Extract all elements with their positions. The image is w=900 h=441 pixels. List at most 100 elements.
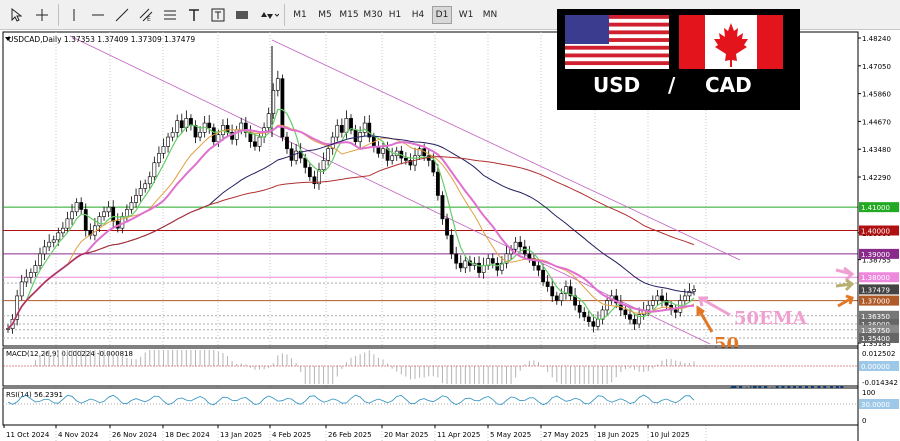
price-axis-label: 1.48240 [862,35,891,43]
candle-body [545,281,550,287]
svg-text:E: E [147,16,151,22]
candle-body [568,286,573,297]
candle-body [179,120,184,129]
candle-body [257,136,262,147]
banner-cad-label: CAD [705,73,752,97]
channel-line-upper[interactable] [271,39,741,261]
candle-body [692,289,696,292]
date-axis-label: 11 Oct 2024 [6,431,50,439]
arrow-orange-icon [837,294,854,308]
candle-body [664,300,669,306]
timeframe-h1[interactable]: H1 [388,10,402,20]
candle-body [285,136,289,150]
price-axis-label: 1.47050 [862,63,891,71]
candle-body [198,132,202,138]
candle-body [38,253,42,266]
ema-50-line[interactable] [7,125,695,330]
macd-axis-label: -0.014342 [862,379,898,387]
candle-body [490,258,495,264]
rsi-30-tag [859,399,899,409]
candle-body [454,253,459,264]
timeframe-m1[interactable]: M1 [293,10,307,20]
text-tool-icon[interactable] [184,5,204,25]
candle-body [51,239,56,243]
candle-body [317,169,321,185]
candle-body [19,281,24,297]
candle-body [637,314,642,325]
timeframe-mn[interactable]: MN [482,10,498,20]
horizontal-line-icon[interactable] [88,5,108,25]
arrow-50-icon [696,305,714,333]
arrow-pink-icon [835,266,855,282]
price-tag-bg [859,310,899,321]
cursor-icon[interactable] [32,5,52,25]
trendline-icon[interactable] [112,5,132,25]
channel-icon[interactable]: E [136,5,156,25]
arrow-olive-icon [835,278,855,292]
candle-body [445,218,449,236]
candle-body [74,202,79,213]
candle-body [6,328,10,330]
candle-body [495,262,500,271]
timeframe-m30[interactable]: M30 [363,10,383,20]
crosshair-icon[interactable] [6,5,26,25]
price-tag-label: 1.41000 [861,204,890,212]
ma-fast-line[interactable] [7,108,695,330]
channel-line-lower[interactable] [69,35,711,345]
candle-body [111,206,116,222]
timeframe-d1[interactable]: D1 [432,6,452,24]
shapes-dropdown-icon[interactable] [256,5,282,25]
candle-body [536,265,541,271]
candle-body [586,316,591,322]
price-tag-bg [859,332,899,343]
collapse-triangle-icon[interactable] [5,37,11,41]
price-tag-label: 1.35750 [861,327,890,335]
candle-body [312,176,317,185]
candle-body [24,276,29,283]
vertical-line-icon[interactable] [64,5,84,25]
timeframe-w1[interactable]: W1 [458,10,474,20]
us-flag-icon [565,15,669,69]
timeframe-m15[interactable]: M15 [339,10,359,20]
flags-graphic [557,9,800,110]
candle-body [381,148,385,154]
candle-body [152,162,157,178]
banner-usd-label: USD [593,73,641,97]
price-tag-bg [859,202,899,213]
candle-body [349,118,353,131]
candle-body [339,125,344,133]
candle-body [193,125,198,138]
candle-body [216,134,221,143]
fibonacci-icon[interactable] [160,5,180,25]
date-axis-label: 13 Jan 2025 [220,431,262,439]
ma-200-line[interactable] [7,156,695,329]
rsi-axis-label: 100 [862,389,875,397]
price-tag-bg [859,295,899,306]
candle-body [143,183,148,189]
date-axis-label: 18 Dec 2024 [165,431,210,439]
macd-label: MACD(12,26,9) 0.000224 -0.000818 [6,350,133,358]
candle-body [239,122,244,131]
candle-body [660,295,664,301]
candle-body [70,211,74,220]
candle-body [403,157,408,161]
price-axis-label: 1.38755 [862,257,891,265]
price-axis-label: 1.35185 [862,340,891,348]
candle-body [623,309,628,315]
candle-body [47,241,52,248]
ma-medium-line[interactable] [7,124,695,329]
timeframe-m5[interactable]: M5 [318,10,332,20]
text-label-icon[interactable] [208,5,228,25]
rectangle-icon[interactable] [232,5,252,25]
candle-body [559,293,564,301]
candle-body [280,78,285,138]
date-axis-label: 10 Jul 2025 [650,431,690,439]
candle-body [417,148,422,157]
timeframe-h4[interactable]: H4 [411,10,425,20]
price-tag-bg [859,225,899,236]
candle-body [564,286,568,294]
candle-body [56,232,61,241]
candle-body [326,148,331,161]
candle-body [655,295,660,301]
candle-body [646,304,651,311]
